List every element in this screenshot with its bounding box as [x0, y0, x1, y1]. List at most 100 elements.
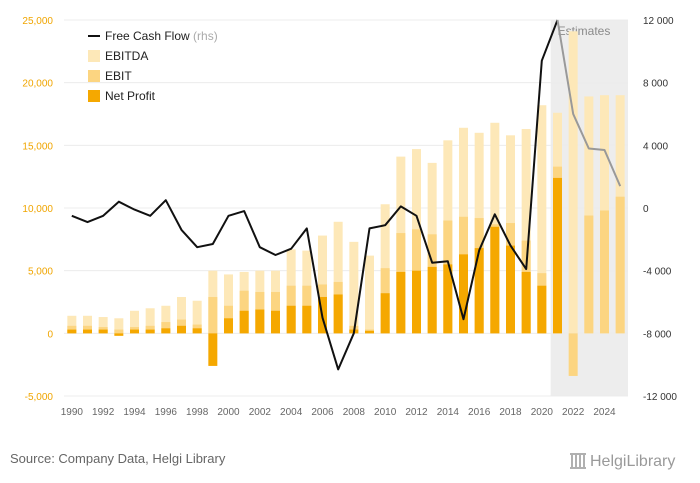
x-tick-label: 2002 — [249, 407, 272, 418]
bar-net-profit — [459, 254, 468, 334]
bar-ebitda — [114, 318, 124, 334]
legend-swatch-ebit — [88, 70, 100, 82]
bar-ebit — [584, 215, 594, 334]
bar-ebitda — [130, 310, 139, 334]
bar-ebit — [208, 296, 218, 334]
x-tick-label: 2018 — [499, 407, 522, 418]
bar-ebit — [161, 322, 171, 334]
x-tick-label: 1992 — [92, 407, 115, 418]
bar-ebitda — [192, 300, 202, 334]
library-building-icon — [570, 453, 586, 469]
bar-ebitda — [67, 315, 77, 334]
bar-net-profit — [255, 309, 265, 334]
bar-net-profit — [208, 333, 218, 366]
bar-net-profit — [553, 177, 562, 334]
left-tick-label: 10,000 — [22, 204, 53, 215]
line-free-cash-flow-estimate — [556, 19, 622, 187]
x-tick-label: 2020 — [531, 407, 554, 418]
bar-ebitda — [83, 315, 92, 334]
x-tick-label: 2008 — [343, 407, 366, 418]
x-tick-label: 1990 — [61, 407, 84, 418]
bar-net-profit — [537, 285, 547, 334]
bar-net-profit — [506, 245, 515, 334]
right-tick-label: -12 000 — [643, 392, 677, 403]
bar-ebitda — [145, 308, 155, 334]
left-tick-label: 5,000 — [28, 267, 53, 278]
legend-label-net-profit: Net Profit — [105, 89, 156, 103]
bar-net-profit — [490, 226, 500, 334]
bar-net-profit — [333, 294, 343, 334]
right-tick-label: 0 — [643, 204, 649, 215]
bar-ebit — [83, 325, 92, 334]
bar-ebitda — [224, 274, 233, 334]
legend-label-free-cash-flow: Free Cash Flow (rhs) — [105, 29, 218, 43]
bar-net-profit — [130, 329, 139, 334]
bar-net-profit — [521, 271, 531, 334]
bar-ebit — [145, 325, 155, 334]
left-tick-label: 15,000 — [22, 141, 53, 152]
x-tick-label: 2016 — [468, 407, 491, 418]
x-tick-label: 1994 — [123, 407, 146, 418]
right-tick-label: -4 000 — [643, 267, 672, 278]
x-tick-label: 2012 — [405, 407, 428, 418]
estimates-label: Estimates — [558, 24, 611, 38]
x-tick-label: 2000 — [217, 407, 240, 418]
legend-swatch-net-profit — [88, 90, 100, 102]
x-tick-label: 1998 — [186, 407, 209, 418]
bar-ebit — [114, 329, 124, 334]
bar-net-profit — [380, 293, 390, 334]
x-tick-label: 2006 — [311, 407, 334, 418]
bar-net-profit — [443, 264, 453, 334]
bar-ebitda — [537, 105, 547, 334]
bar-net-profit — [412, 270, 421, 334]
legend-swatch-ebitda — [88, 50, 100, 62]
x-tick-label: 2010 — [374, 407, 397, 418]
logo-text: HelgiLibrary — [590, 453, 675, 470]
x-tick-label: 2022 — [562, 407, 585, 418]
bar-ebitda — [521, 129, 531, 334]
bar-net-profit — [302, 305, 312, 334]
left-tick-label: 25,000 — [22, 16, 53, 27]
right-tick-label: 12 000 — [643, 16, 674, 27]
bar-net-profit — [161, 328, 171, 334]
bar-ebitda — [568, 31, 578, 334]
bar-net-profit — [98, 329, 108, 334]
bar-net-profit — [396, 271, 406, 334]
bar-net-profit — [114, 333, 124, 336]
x-tick-label: 2024 — [593, 407, 616, 418]
right-tick-label: 4 000 — [643, 141, 668, 152]
legend-label-ebit: EBIT — [105, 69, 132, 83]
x-tick-label: 1996 — [155, 407, 178, 418]
bar-net-profit — [271, 310, 280, 334]
bar-net-profit — [192, 328, 202, 334]
bar-net-profit — [83, 329, 92, 334]
right-tick-label: -8 000 — [643, 329, 672, 340]
helgi-library-logo: HelgiLibrary — [570, 453, 675, 470]
left-tick-label: 20,000 — [22, 79, 53, 90]
legend-sub-free-cash-flow: (rhs) — [190, 29, 218, 43]
source-note: Source: Company Data, Helgi Library — [10, 451, 226, 466]
bar-ebit — [568, 333, 578, 376]
bar-ebitda — [365, 255, 374, 334]
left-tick-label: 0 — [47, 329, 53, 340]
bar-ebit — [600, 210, 609, 334]
right-tick-label: 8 000 — [643, 79, 668, 90]
bar-net-profit — [177, 325, 186, 334]
bar-ebitda — [98, 317, 108, 334]
bar-ebitda — [177, 296, 186, 334]
bar-ebitda — [333, 221, 343, 334]
line-free-cash-flow — [71, 19, 559, 371]
bar-ebit — [67, 325, 77, 334]
bar-ebitda — [584, 96, 594, 334]
bar-net-profit — [67, 329, 77, 334]
bar-net-profit — [474, 248, 484, 334]
bar-net-profit — [145, 329, 155, 334]
bar-ebitda — [349, 241, 359, 334]
bar-net-profit — [239, 310, 249, 334]
left-tick-label: -5,000 — [25, 392, 54, 403]
x-tick-label: 2014 — [437, 407, 460, 418]
bar-net-profit — [286, 305, 296, 334]
bar-net-profit — [427, 266, 437, 334]
x-tick-label: 2004 — [280, 407, 303, 418]
